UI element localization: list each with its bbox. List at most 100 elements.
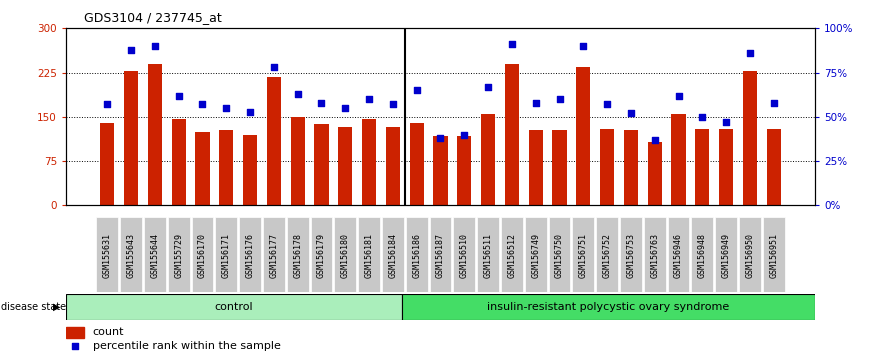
Point	[68, 343, 82, 349]
Text: ▶: ▶	[53, 302, 61, 312]
FancyBboxPatch shape	[501, 217, 522, 293]
Point	[576, 43, 590, 49]
Text: GSM156511: GSM156511	[484, 233, 492, 278]
Point	[552, 96, 566, 102]
FancyBboxPatch shape	[596, 217, 618, 293]
Point	[743, 50, 757, 56]
Bar	[529, 130, 543, 205]
Text: GSM156179: GSM156179	[317, 233, 326, 278]
Bar	[457, 136, 471, 205]
Point	[315, 100, 329, 105]
FancyBboxPatch shape	[286, 217, 308, 293]
Point	[338, 105, 352, 111]
FancyBboxPatch shape	[668, 217, 690, 293]
Text: GSM156948: GSM156948	[698, 233, 707, 278]
Text: GSM156950: GSM156950	[745, 233, 754, 278]
Point	[505, 41, 519, 47]
Text: GSM156186: GSM156186	[412, 233, 421, 278]
Text: GDS3104 / 237745_at: GDS3104 / 237745_at	[84, 11, 221, 24]
Point	[196, 102, 210, 107]
FancyBboxPatch shape	[263, 217, 285, 293]
FancyBboxPatch shape	[310, 217, 332, 293]
Text: GSM156751: GSM156751	[579, 233, 588, 278]
Bar	[338, 127, 352, 205]
FancyBboxPatch shape	[334, 217, 356, 293]
Bar	[600, 129, 614, 205]
Bar	[671, 114, 685, 205]
Bar	[100, 123, 115, 205]
Bar	[124, 71, 138, 205]
Text: GSM156750: GSM156750	[555, 233, 564, 278]
Bar	[219, 130, 233, 205]
Text: GSM156749: GSM156749	[531, 233, 540, 278]
Point	[671, 93, 685, 98]
FancyBboxPatch shape	[406, 217, 427, 293]
FancyBboxPatch shape	[239, 217, 261, 293]
FancyBboxPatch shape	[191, 217, 213, 293]
Point	[267, 64, 281, 70]
Point	[433, 135, 448, 141]
Text: GSM156949: GSM156949	[722, 233, 730, 278]
FancyBboxPatch shape	[144, 217, 166, 293]
Point	[600, 102, 614, 107]
FancyBboxPatch shape	[573, 217, 595, 293]
FancyBboxPatch shape	[382, 217, 403, 293]
Text: GSM156753: GSM156753	[626, 233, 635, 278]
Point	[386, 102, 400, 107]
Text: GSM156184: GSM156184	[389, 233, 397, 278]
Text: GSM155631: GSM155631	[103, 233, 112, 278]
Text: insulin-resistant polycystic ovary syndrome: insulin-resistant polycystic ovary syndr…	[487, 302, 729, 312]
Bar	[743, 71, 757, 205]
Text: disease state: disease state	[1, 302, 66, 312]
Bar	[402, 294, 815, 320]
Point	[362, 96, 376, 102]
Bar	[291, 117, 305, 205]
Text: GSM155644: GSM155644	[151, 233, 159, 278]
Text: GSM156171: GSM156171	[222, 233, 231, 278]
Bar	[576, 67, 590, 205]
Bar	[410, 123, 424, 205]
Text: GSM155643: GSM155643	[127, 233, 136, 278]
Point	[529, 100, 543, 105]
Point	[457, 132, 471, 137]
Point	[766, 100, 781, 105]
FancyBboxPatch shape	[167, 217, 189, 293]
FancyBboxPatch shape	[549, 217, 571, 293]
Bar	[267, 77, 281, 205]
Bar	[243, 135, 257, 205]
FancyBboxPatch shape	[692, 217, 714, 293]
FancyBboxPatch shape	[739, 217, 761, 293]
Point	[219, 105, 233, 111]
Text: GSM156752: GSM156752	[603, 233, 611, 278]
Point	[148, 43, 162, 49]
Point	[243, 109, 257, 114]
FancyBboxPatch shape	[525, 217, 547, 293]
FancyBboxPatch shape	[478, 217, 499, 293]
FancyBboxPatch shape	[715, 217, 737, 293]
Bar	[172, 119, 186, 205]
Text: GSM155729: GSM155729	[174, 233, 183, 278]
Bar	[624, 130, 638, 205]
Bar	[552, 130, 566, 205]
Text: control: control	[215, 302, 253, 312]
FancyBboxPatch shape	[430, 217, 451, 293]
Point	[291, 91, 305, 97]
Bar	[315, 124, 329, 205]
Bar	[362, 119, 376, 205]
Bar	[66, 294, 402, 320]
Bar	[66, 327, 84, 338]
Bar	[386, 127, 400, 205]
Point	[124, 47, 138, 52]
FancyBboxPatch shape	[644, 217, 666, 293]
Text: GSM156180: GSM156180	[341, 233, 350, 278]
FancyBboxPatch shape	[359, 217, 380, 293]
FancyBboxPatch shape	[215, 217, 237, 293]
Text: GSM156178: GSM156178	[293, 233, 302, 278]
Bar	[196, 132, 210, 205]
Text: GSM156176: GSM156176	[246, 233, 255, 278]
Point	[410, 87, 424, 93]
Bar	[505, 64, 519, 205]
Point	[172, 93, 186, 98]
Bar	[719, 129, 733, 205]
Bar	[695, 129, 709, 205]
